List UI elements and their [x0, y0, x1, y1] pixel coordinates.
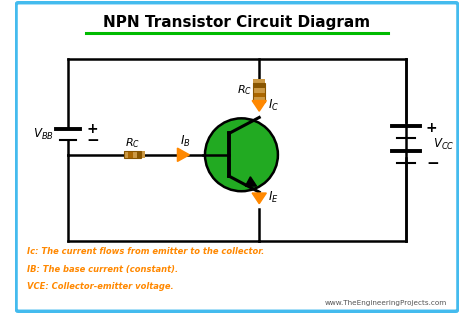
Bar: [253, 83, 265, 102]
Text: Ic: The current flows from emitter to the collector.: Ic: The current flows from emitter to th…: [27, 247, 264, 256]
Text: $I_B$: $I_B$: [180, 134, 190, 149]
Text: www.TheEngineeringProjects.com: www.TheEngineeringProjects.com: [325, 300, 447, 306]
Polygon shape: [246, 177, 256, 186]
Text: VCE: Collector-emitter voltage.: VCE: Collector-emitter voltage.: [27, 282, 174, 291]
Polygon shape: [252, 100, 266, 111]
Bar: [133, 151, 137, 158]
Bar: [137, 151, 141, 158]
Circle shape: [205, 118, 278, 191]
Bar: [253, 88, 265, 93]
Text: NPN Transistor Circuit Diagram: NPN Transistor Circuit Diagram: [103, 15, 371, 30]
Text: +: +: [426, 121, 438, 135]
Text: $R_C$: $R_C$: [237, 84, 253, 97]
Text: −: −: [426, 156, 439, 171]
Polygon shape: [177, 148, 190, 161]
Text: $I_E$: $I_E$: [268, 190, 279, 205]
Text: $V_{BB}$: $V_{BB}$: [33, 127, 54, 142]
Text: +: +: [87, 122, 98, 137]
Bar: [253, 78, 265, 83]
Polygon shape: [252, 193, 266, 204]
Text: $I_C$: $I_C$: [268, 97, 279, 112]
Bar: [253, 83, 265, 88]
Text: $V_{CC}$: $V_{CC}$: [433, 137, 455, 152]
Bar: [128, 151, 133, 158]
Bar: [124, 151, 128, 158]
Text: IB: The base current (constant).: IB: The base current (constant).: [27, 264, 178, 273]
Bar: [124, 151, 141, 158]
Text: $R_C$: $R_C$: [125, 136, 140, 150]
Text: −: −: [87, 133, 100, 148]
Bar: [141, 151, 145, 158]
Bar: [253, 93, 265, 97]
Bar: [253, 97, 265, 102]
